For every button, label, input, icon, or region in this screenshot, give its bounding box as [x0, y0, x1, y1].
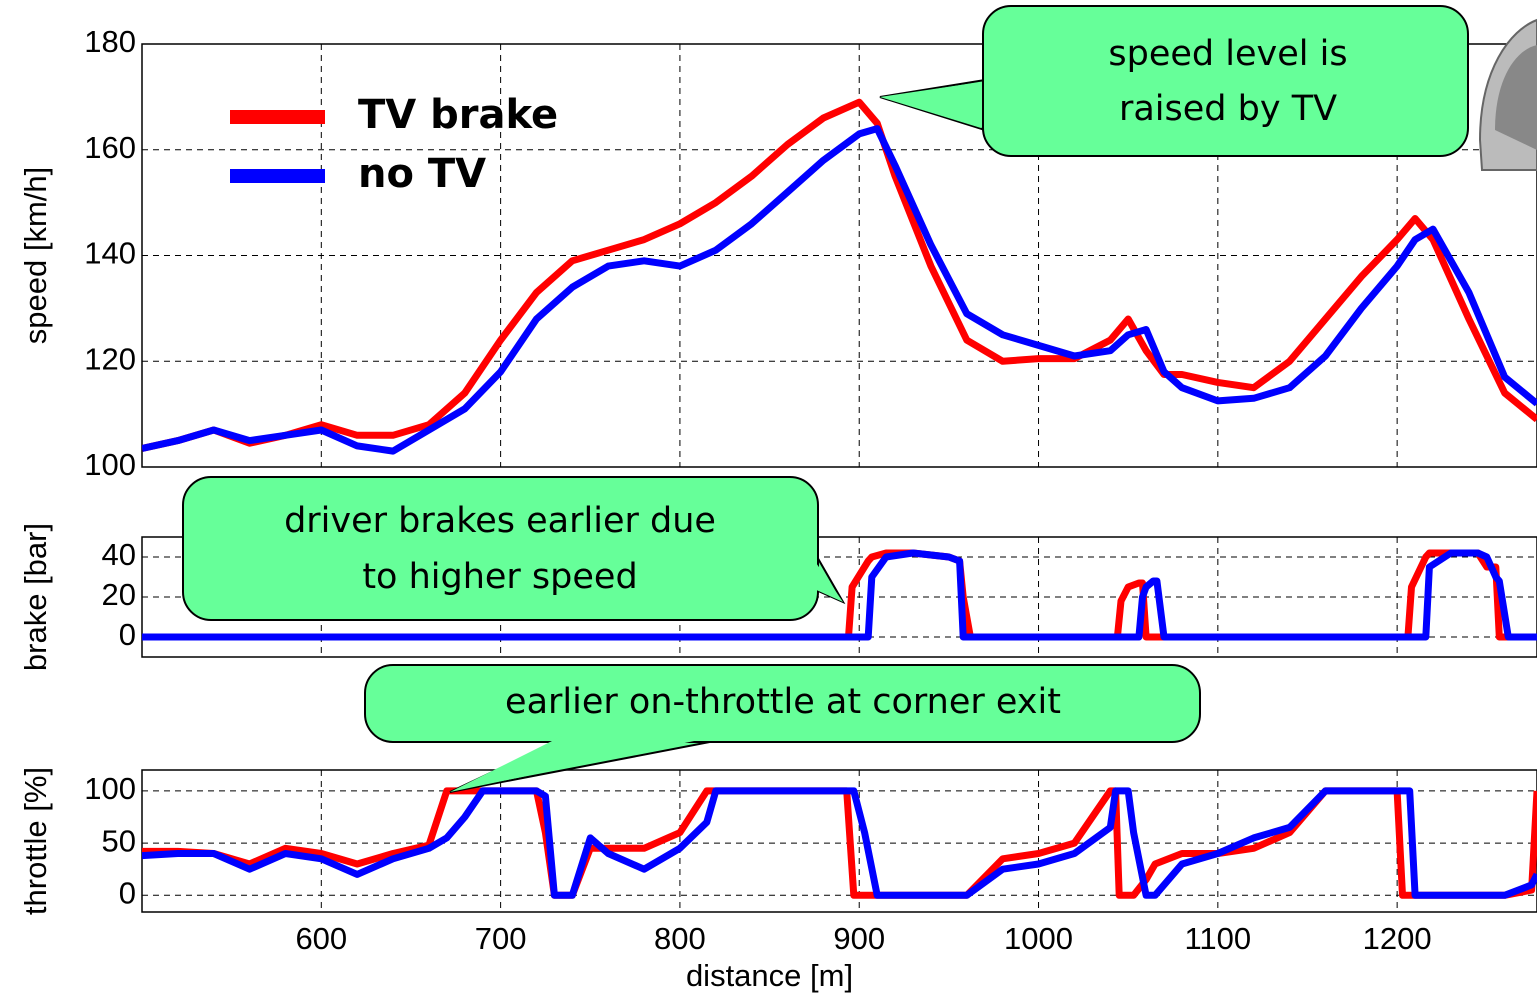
x-tick-label: 1100 — [1184, 921, 1251, 956]
callout: driver brakes earlier due to higher speed — [182, 476, 846, 621]
series-line — [142, 125, 1537, 455]
x-axis-label: distance [m] — [686, 958, 853, 993]
y-axis-label: speed [km/h] — [18, 167, 53, 344]
subplot: 600 700 800 900 1000 1100 1200 0 50 100 throttle [… — [18, 767, 1537, 993]
y-tick-label: 180 — [84, 24, 136, 59]
y-tick-label: 100 — [84, 771, 136, 806]
callout: speed level is raised by TV — [879, 5, 1469, 157]
y-tick-label: 40 — [102, 537, 136, 572]
callout-text: driver brakes earlier due — [284, 501, 716, 541]
callout: earlier on-throttle at corner exit — [364, 664, 1201, 793]
y-tick-label: 0 — [119, 875, 136, 910]
callout-text: speed level is — [1108, 34, 1347, 74]
x-tick-label: 1200 — [1363, 921, 1432, 956]
callout-text: earlier on-throttle at corner exit — [505, 682, 1061, 722]
y-tick-label: 100 — [84, 447, 136, 482]
callout-seam — [450, 736, 718, 792]
callout-text: to higher speed — [362, 557, 637, 597]
callout-box — [182, 476, 819, 621]
callout-box — [364, 664, 1201, 743]
series-line — [142, 787, 1537, 899]
y-tick-label: 140 — [84, 236, 136, 271]
y-axis-label: brake [bar] — [18, 523, 53, 671]
y-tick-label: 160 — [84, 130, 136, 165]
y-tick-label: 0 — [119, 617, 136, 652]
brake-image — [1478, 18, 1537, 171]
legend-label: TV brake — [358, 92, 558, 138]
callout-text: raised by TV — [1119, 89, 1337, 129]
x-tick-label: 600 — [295, 921, 347, 956]
callout-seam — [812, 557, 843, 602]
legend-label: no TV — [358, 151, 486, 197]
x-tick-label: 900 — [833, 921, 885, 956]
y-axis-label: throttle [%] — [18, 767, 53, 915]
y-tick-label: 20 — [102, 577, 136, 612]
series-line — [142, 549, 1537, 641]
y-tick-label: 120 — [84, 341, 136, 376]
x-tick-label: 800 — [654, 921, 706, 956]
y-tick-label: 50 — [102, 823, 136, 858]
x-tick-label: 1000 — [1004, 921, 1073, 956]
callout-seam — [880, 82, 981, 128]
x-tick-label: 700 — [475, 921, 527, 956]
callout-box — [982, 5, 1469, 157]
